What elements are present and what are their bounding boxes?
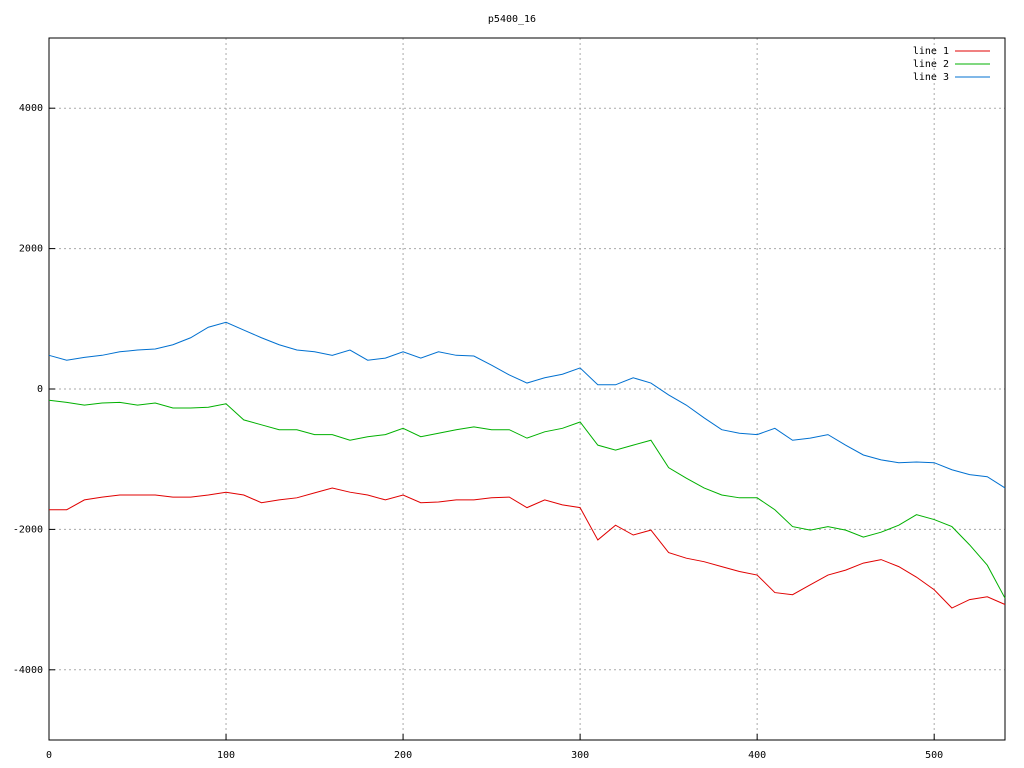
legend-label: line 2: [913, 59, 949, 70]
x-tick-label: 0: [46, 750, 52, 761]
y-tick-label: -4000: [13, 665, 43, 676]
y-tick-label: 2000: [19, 244, 43, 255]
data-line: [48, 321, 1006, 489]
data-line: [49, 487, 1006, 609]
y-tick-label: 0: [37, 384, 43, 395]
x-tick-label: 400: [748, 750, 766, 761]
data-line: [48, 399, 1006, 599]
legend-label: line 1: [913, 46, 949, 57]
y-tick-label: 4000: [19, 103, 43, 114]
x-tick-label: 300: [571, 750, 589, 761]
y-tick-label: -2000: [13, 524, 43, 535]
chart-title: p5400_16: [488, 14, 536, 25]
x-tick-label: 200: [394, 750, 412, 761]
plot-frame: [48, 37, 1006, 741]
legend-label: line 3: [913, 72, 949, 83]
x-tick-label: 100: [217, 750, 235, 761]
x-tick-label: 500: [925, 750, 943, 761]
